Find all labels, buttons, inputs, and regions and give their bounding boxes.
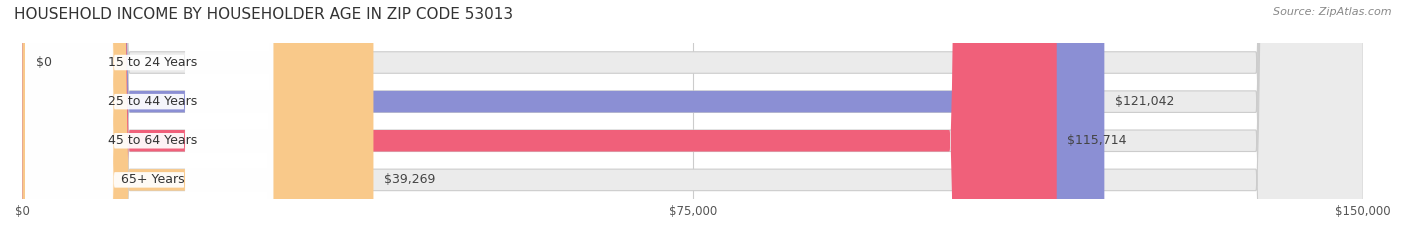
Text: $39,269: $39,269 <box>384 173 436 186</box>
Text: HOUSEHOLD INCOME BY HOUSEHOLDER AGE IN ZIP CODE 53013: HOUSEHOLD INCOME BY HOUSEHOLDER AGE IN Z… <box>14 7 513 22</box>
FancyBboxPatch shape <box>22 0 1104 233</box>
Text: $0: $0 <box>35 56 52 69</box>
FancyBboxPatch shape <box>22 0 1057 233</box>
FancyBboxPatch shape <box>22 0 1364 233</box>
FancyBboxPatch shape <box>22 0 1364 233</box>
Text: $121,042: $121,042 <box>1115 95 1174 108</box>
FancyBboxPatch shape <box>25 0 273 233</box>
Text: 15 to 24 Years: 15 to 24 Years <box>108 56 197 69</box>
Text: 45 to 64 Years: 45 to 64 Years <box>108 134 197 147</box>
Text: 65+ Years: 65+ Years <box>121 173 184 186</box>
FancyBboxPatch shape <box>22 0 1364 233</box>
Text: 25 to 44 Years: 25 to 44 Years <box>108 95 197 108</box>
FancyBboxPatch shape <box>25 0 273 233</box>
FancyBboxPatch shape <box>22 0 1364 233</box>
Text: Source: ZipAtlas.com: Source: ZipAtlas.com <box>1274 7 1392 17</box>
FancyBboxPatch shape <box>25 0 273 233</box>
FancyBboxPatch shape <box>25 0 273 233</box>
Text: $115,714: $115,714 <box>1067 134 1128 147</box>
FancyBboxPatch shape <box>22 0 374 233</box>
